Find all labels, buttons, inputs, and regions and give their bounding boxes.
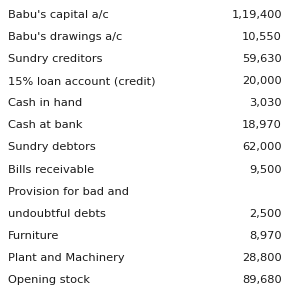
- Text: 28,800: 28,800: [242, 253, 282, 263]
- Text: 15% loan account (credit): 15% loan account (credit): [8, 76, 156, 86]
- Text: Cash in hand: Cash in hand: [8, 98, 82, 108]
- Text: undoubtful debts: undoubtful debts: [8, 209, 106, 219]
- Text: Sundry debtors: Sundry debtors: [8, 142, 96, 152]
- Text: Provision for bad and: Provision for bad and: [8, 187, 129, 197]
- Text: Sundry creditors: Sundry creditors: [8, 54, 103, 64]
- Text: Cash at bank: Cash at bank: [8, 120, 83, 130]
- Text: 20,000: 20,000: [242, 76, 282, 86]
- Text: Furniture: Furniture: [8, 231, 59, 241]
- Text: 3,030: 3,030: [249, 98, 282, 108]
- Text: 2,500: 2,500: [249, 209, 282, 219]
- Text: 10,550: 10,550: [242, 32, 282, 42]
- Text: Opening stock: Opening stock: [8, 275, 90, 285]
- Text: 62,000: 62,000: [242, 142, 282, 152]
- Text: 1,19,400: 1,19,400: [231, 10, 282, 20]
- Text: Babu's drawings a/c: Babu's drawings a/c: [8, 32, 122, 42]
- Text: Babu's capital a/c: Babu's capital a/c: [8, 10, 109, 20]
- Text: Plant and Machinery: Plant and Machinery: [8, 253, 125, 263]
- Text: 89,680: 89,680: [242, 275, 282, 285]
- Text: 8,970: 8,970: [249, 231, 282, 241]
- Text: 9,500: 9,500: [249, 165, 282, 174]
- Text: 18,970: 18,970: [242, 120, 282, 130]
- Text: Bills receivable: Bills receivable: [8, 165, 94, 174]
- Text: 59,630: 59,630: [242, 54, 282, 64]
